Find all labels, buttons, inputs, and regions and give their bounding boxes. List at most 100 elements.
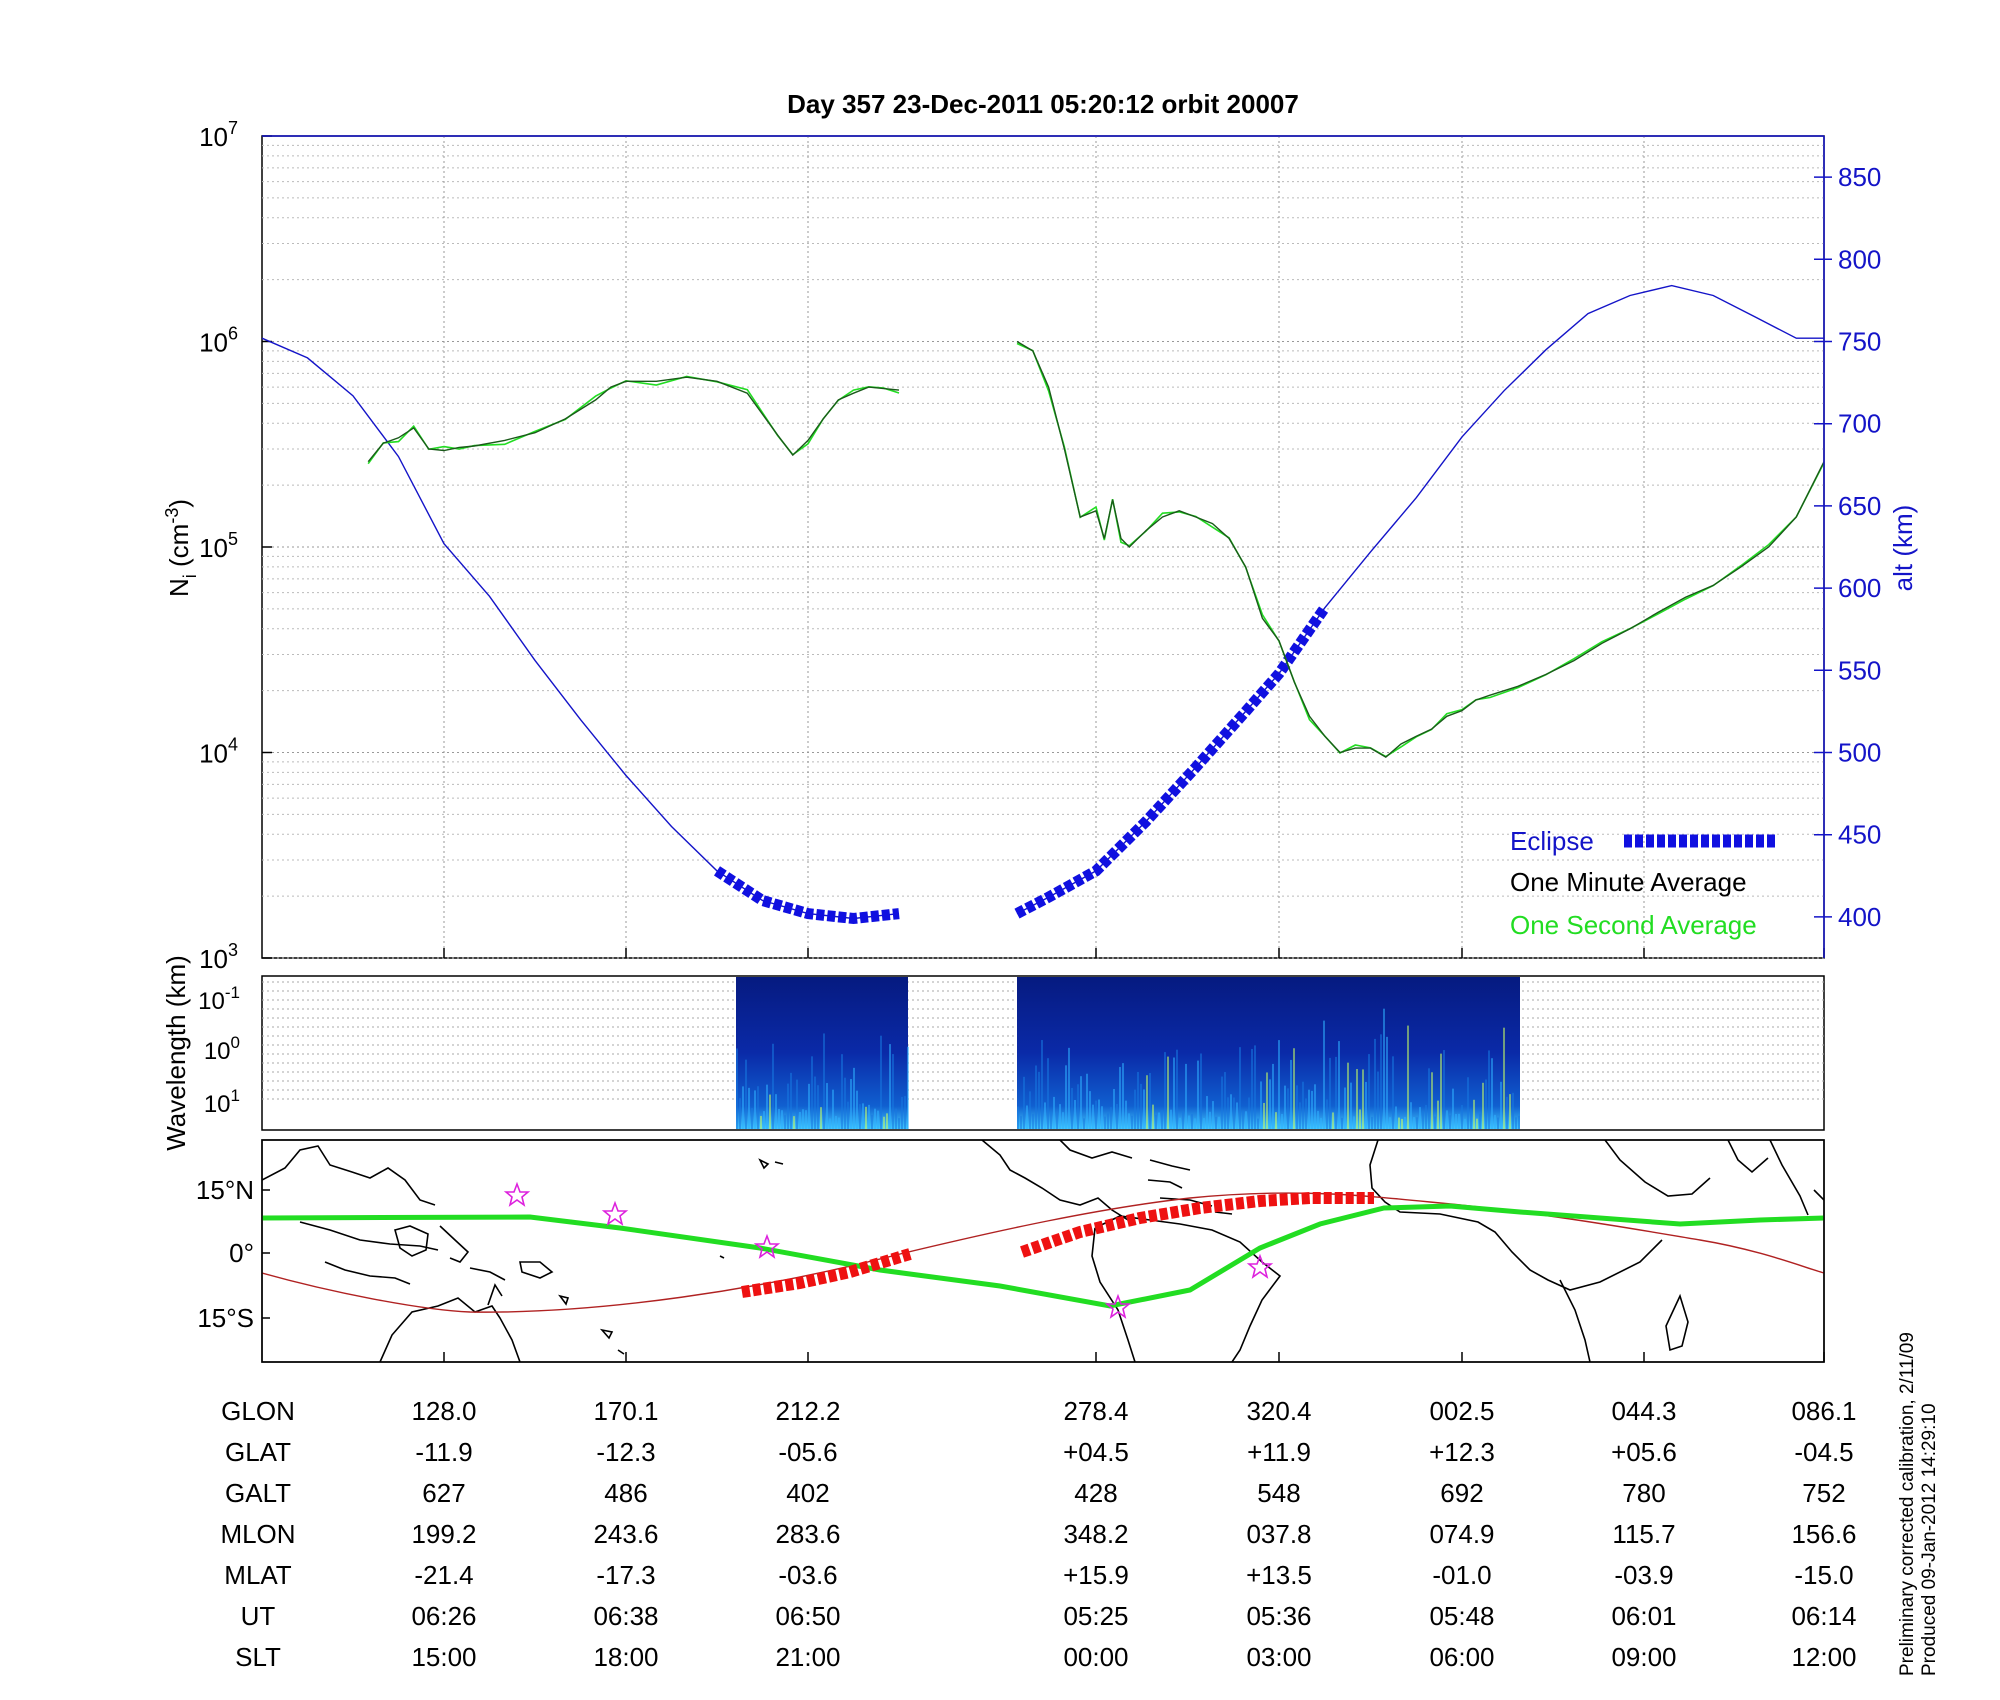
spectrogram-streak [1122, 1063, 1124, 1129]
density-ylabel-sub: i [180, 574, 200, 578]
spectrogram-streak [853, 1067, 855, 1129]
spectrogram-streak [874, 1108, 876, 1129]
spectrogram-streak [805, 1110, 807, 1129]
spectrogram-streak [859, 1104, 861, 1129]
spectrogram-ticks: 10-1 100 101 [198, 983, 240, 1118]
spectrogram-streak [1389, 1117, 1391, 1129]
spectrogram-streak [739, 1098, 741, 1129]
spectrogram-streak [1503, 1027, 1505, 1129]
spectrogram-streak [1332, 1112, 1334, 1129]
spectrogram-streak [1167, 1056, 1169, 1129]
spectrogram-streak [1038, 1071, 1040, 1129]
spectrogram-streak [754, 1090, 756, 1129]
spectrogram-streak [838, 1117, 840, 1129]
spectrogram-streak [1455, 1113, 1457, 1129]
map-eclipse-2 [1020, 1192, 1374, 1258]
spectrogram-streak [1059, 1104, 1061, 1129]
spectrogram-streak [1365, 1081, 1367, 1129]
spectrogram-streak [835, 1115, 837, 1129]
altitude-tick-label: 800 [1838, 244, 1881, 274]
spectrogram-streak [1053, 1096, 1055, 1129]
spectrogram-streak [892, 1054, 894, 1129]
spectrogram-streak [1362, 1069, 1364, 1129]
ephemeris-cell: -04.5 [1794, 1437, 1853, 1467]
spectrogram-streak [781, 1110, 783, 1129]
ephemeris-cell: +13.5 [1246, 1560, 1312, 1590]
spectrogram-streak [1299, 1102, 1301, 1129]
spectrogram-streak [757, 1086, 759, 1129]
spectrogram-streak [751, 1107, 753, 1129]
ephemeris-cell: -21.4 [414, 1560, 473, 1590]
spectrogram-streak [1182, 1111, 1184, 1129]
spectrogram-streak [1071, 1088, 1073, 1129]
spectrogram-streak [1254, 1045, 1256, 1129]
density-tick-label: 106 [199, 324, 238, 358]
density-ylabel-exp: -3 [162, 508, 182, 524]
spectrogram-streak [742, 1086, 744, 1129]
spectrogram-streak [901, 1096, 903, 1129]
spectrogram-ylabel: Wavelength (km) [161, 955, 191, 1151]
spectrogram-streak [1113, 1088, 1115, 1129]
ephemeris-cell: 09:00 [1611, 1642, 1676, 1672]
spectrogram-streak [1509, 1094, 1511, 1129]
spectrogram-streak [736, 1048, 738, 1129]
spectrogram-streak [1440, 1053, 1442, 1129]
spectrogram-streak [1032, 1114, 1034, 1129]
spectrogram-streak [1278, 1040, 1280, 1129]
spectrogram-streak [1146, 1075, 1148, 1129]
spectrogram-streak [1446, 1110, 1448, 1129]
spectrogram-streak [1257, 1118, 1259, 1129]
spectrogram-streak [889, 1044, 891, 1129]
altitude-tick-label: 450 [1838, 820, 1881, 850]
spectrogram-streak [1194, 1118, 1196, 1129]
spectrogram-streak [1314, 1084, 1316, 1129]
spectrogram-streak [1518, 1115, 1520, 1129]
eclipse-segment [1014, 604, 1330, 919]
star-marker-2 [601, 1200, 629, 1226]
spectrogram-streak [1083, 1118, 1085, 1129]
spectrogram-streak [847, 1101, 849, 1129]
spectrogram-streak [1290, 1059, 1292, 1129]
spectrogram-streak [1470, 1108, 1472, 1129]
spectrogram-streak [1263, 1102, 1265, 1129]
ephemeris-cell: 752 [1802, 1478, 1845, 1508]
ephemeris-cell: +05.6 [1611, 1437, 1677, 1467]
spectrogram-streak [1173, 1057, 1175, 1129]
map-lat-tick-label: 15°S [197, 1303, 254, 1333]
ephemeris-row-label: UT [241, 1601, 276, 1631]
spectrogram-streak [1296, 1085, 1298, 1129]
altitude-line [262, 337, 900, 920]
spectrogram-streak [1209, 1111, 1211, 1129]
spectrogram-streak [1086, 1073, 1088, 1129]
spectrogram-streak [790, 1072, 792, 1129]
spectrogram-streak [1230, 1094, 1232, 1129]
side-note-produced: Produced 09-Jan-2012 14:29:10 [1919, 1403, 1940, 1676]
spectrogram-streak [1023, 1076, 1025, 1129]
spectrogram-streak [1119, 1066, 1121, 1129]
spectrogram-streak [787, 1083, 789, 1129]
spectrogram-streak [1284, 1085, 1286, 1129]
spectrogram-streak [1242, 1111, 1244, 1129]
ephemeris-cell: 06:00 [1429, 1642, 1494, 1672]
spectrogram-streak [1302, 1081, 1304, 1129]
ephemeris-cell: -11.9 [415, 1437, 472, 1467]
spectrogram-streak [1239, 1047, 1241, 1129]
spectrogram-streak [1353, 1116, 1355, 1129]
altitude-tick-label: 600 [1838, 573, 1881, 603]
spectrogram-block [1017, 977, 1520, 1129]
spectrogram-streak [1449, 1115, 1451, 1129]
spectrogram-streak [808, 1083, 810, 1129]
spectrogram-streak [1437, 1100, 1439, 1129]
map-content [262, 1140, 1824, 1362]
spectrogram-streak [865, 1106, 867, 1129]
ephemeris-cell: -03.6 [778, 1560, 837, 1590]
spectrogram-streak [1050, 1111, 1052, 1129]
ephemeris-cell: 074.9 [1429, 1519, 1494, 1549]
spectrogram-streak [1125, 1100, 1127, 1129]
spectrogram-streak [1245, 1111, 1247, 1129]
spectrogram-streak [1323, 1020, 1325, 1129]
spectrogram-streak [1155, 1114, 1157, 1129]
spectrogram-streak [1491, 1058, 1493, 1129]
spectrogram-streak [1380, 1034, 1382, 1129]
